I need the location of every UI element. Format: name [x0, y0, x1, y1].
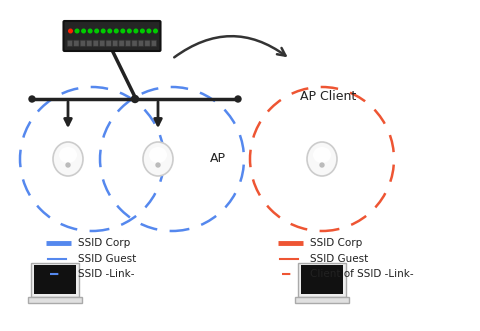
Text: Client of SSID -Link-: Client of SSID -Link- [309, 269, 413, 279]
FancyBboxPatch shape [298, 262, 345, 297]
FancyBboxPatch shape [99, 40, 105, 46]
Circle shape [134, 29, 137, 33]
FancyBboxPatch shape [132, 40, 137, 46]
FancyBboxPatch shape [63, 21, 160, 51]
Ellipse shape [59, 147, 77, 163]
Circle shape [75, 29, 79, 33]
Text: SSID Corp: SSID Corp [78, 238, 130, 248]
FancyBboxPatch shape [106, 40, 111, 46]
FancyBboxPatch shape [34, 265, 76, 294]
FancyBboxPatch shape [80, 40, 85, 46]
Text: SSID Guest: SSID Guest [78, 254, 136, 263]
FancyBboxPatch shape [112, 40, 118, 46]
Circle shape [66, 163, 70, 167]
Circle shape [319, 163, 324, 167]
FancyBboxPatch shape [151, 40, 156, 46]
Circle shape [235, 96, 240, 102]
Circle shape [154, 29, 157, 33]
Circle shape [140, 29, 144, 33]
FancyBboxPatch shape [67, 40, 72, 46]
Circle shape [127, 29, 131, 33]
Circle shape [95, 29, 98, 33]
FancyBboxPatch shape [144, 40, 150, 46]
Text: SSID -Link-: SSID -Link- [78, 269, 134, 279]
FancyBboxPatch shape [93, 40, 98, 46]
Circle shape [29, 96, 35, 102]
Circle shape [147, 29, 150, 33]
Circle shape [69, 29, 72, 33]
Text: AP Client: AP Client [300, 89, 356, 103]
Ellipse shape [143, 142, 173, 176]
Ellipse shape [53, 142, 83, 176]
FancyBboxPatch shape [294, 297, 348, 303]
Ellipse shape [312, 147, 330, 163]
FancyBboxPatch shape [28, 297, 82, 303]
Text: SSID Corp: SSID Corp [309, 238, 361, 248]
Circle shape [121, 29, 124, 33]
FancyBboxPatch shape [300, 265, 343, 294]
FancyBboxPatch shape [73, 40, 79, 46]
Circle shape [101, 29, 105, 33]
Ellipse shape [306, 142, 336, 176]
Text: SSID Guest: SSID Guest [309, 254, 368, 263]
Circle shape [82, 29, 85, 33]
FancyBboxPatch shape [119, 40, 124, 46]
Circle shape [114, 29, 118, 33]
Circle shape [131, 96, 138, 103]
Circle shape [88, 29, 92, 33]
Circle shape [156, 163, 160, 167]
FancyBboxPatch shape [86, 40, 92, 46]
FancyBboxPatch shape [138, 40, 144, 46]
FancyBboxPatch shape [31, 262, 79, 297]
FancyBboxPatch shape [125, 40, 131, 46]
Circle shape [108, 29, 111, 33]
Text: AP: AP [210, 153, 226, 166]
Ellipse shape [149, 147, 167, 163]
